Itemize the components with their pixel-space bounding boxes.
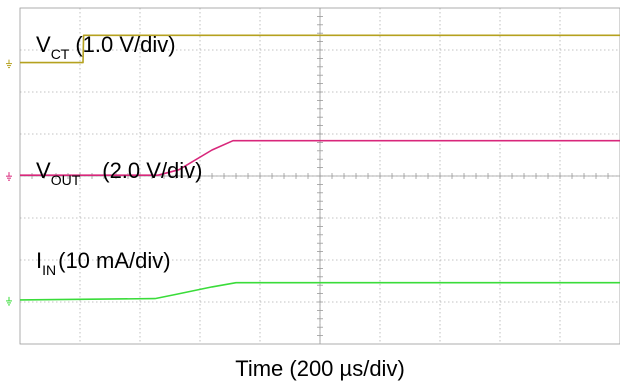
- trace-vct: [20, 34, 620, 64]
- trace-iin: [19, 281, 620, 301]
- ch2-label: VOUT (2.0 V/div): [36, 158, 203, 188]
- ch3-name: I: [36, 248, 42, 273]
- ch1-subscript: CT: [51, 46, 70, 62]
- ground-marker-3: [6, 296, 12, 306]
- ground-marker-1: [6, 59, 12, 69]
- ground-markers: [6, 59, 12, 306]
- ch3-subscript: IN: [42, 262, 56, 278]
- ch2-name: V: [36, 158, 51, 183]
- plot-grid: [19, 7, 620, 345]
- ch2-scale: (2.0 V/div): [102, 158, 202, 183]
- ch1-name: V: [36, 32, 51, 57]
- ch1-label: VCT (1.0 V/div): [36, 32, 176, 62]
- ch1-scale: (1.0 V/div): [75, 32, 175, 57]
- plot-traces: [19, 34, 620, 301]
- ch2-subscript: OUT: [51, 172, 81, 188]
- ch3-scale: (10 mA/div): [58, 248, 170, 273]
- x-axis-label: Time (200 µs/div): [235, 356, 405, 381]
- ch3-label: IIN(10 mA/div): [36, 248, 171, 278]
- ground-marker-2: [6, 172, 12, 181]
- trace-vout: [20, 139, 620, 176]
